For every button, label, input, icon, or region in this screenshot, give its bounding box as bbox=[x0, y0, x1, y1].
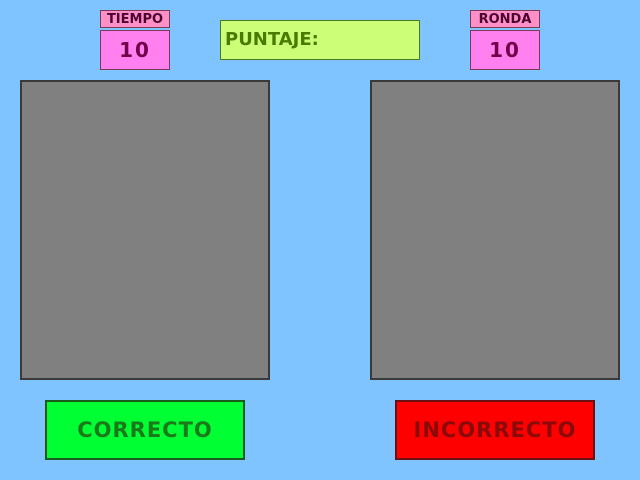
timer-label: TIEMPO bbox=[100, 10, 170, 28]
incorrect-button[interactable]: INCORRECTO bbox=[395, 400, 595, 460]
score-display: PUNTAJE: bbox=[220, 20, 420, 60]
timer-value: 10 bbox=[100, 30, 170, 70]
score-label: PUNTAJE: bbox=[225, 29, 319, 50]
round-value: 10 bbox=[470, 30, 540, 70]
round-label: RONDA bbox=[470, 10, 540, 28]
right-card-panel bbox=[370, 80, 620, 380]
left-card-panel bbox=[20, 80, 270, 380]
correct-button[interactable]: CORRECTO bbox=[45, 400, 245, 460]
